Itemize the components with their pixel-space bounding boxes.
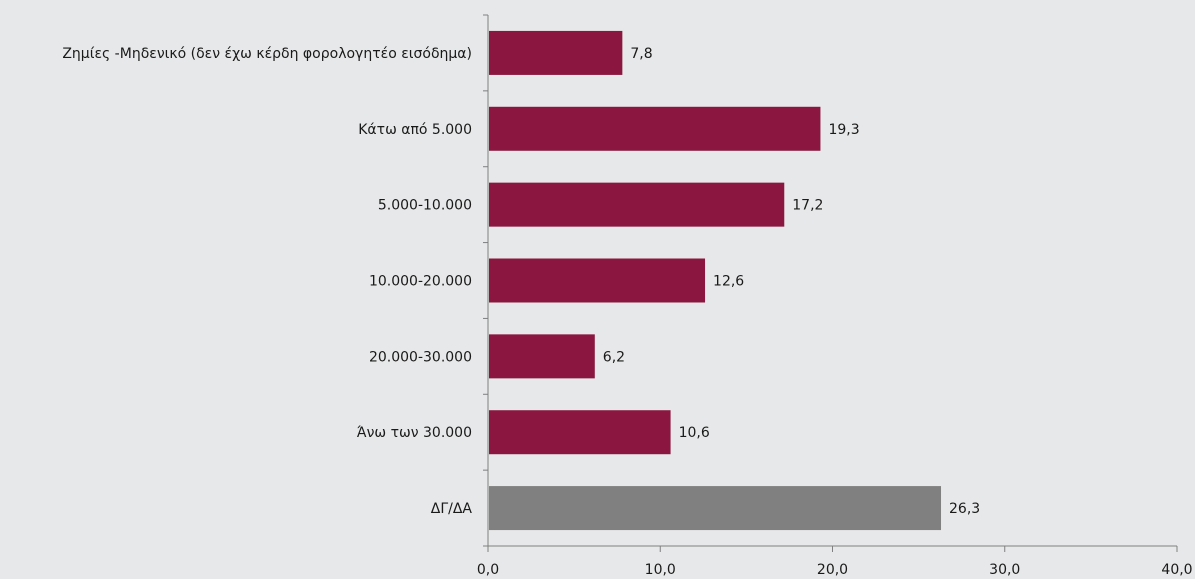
category-label: 20.000-30.000 (369, 349, 472, 365)
value-label: 7,8 (630, 46, 652, 62)
value-label: 10,6 (679, 425, 710, 441)
category-labels: Ζημίες -Μηδενικό (δεν έχω κέρδη φορολογη… (62, 46, 472, 517)
bar (489, 486, 942, 531)
bars (489, 30, 942, 531)
value-labels: 7,8 19,3 17,2 12,6 6,2 10,6 26,3 (603, 46, 980, 517)
bar (489, 30, 623, 75)
value-label: 17,2 (792, 198, 823, 214)
x-tick-label: 0,0 (477, 562, 499, 578)
x-tick-label: 40,0 (1161, 562, 1192, 578)
value-label: 12,6 (713, 274, 744, 290)
x-tick-labels: 0,0 10,0 20,0 30,0 40,0 (477, 562, 1193, 578)
category-label: 5.000-10.000 (378, 198, 472, 214)
value-label: 6,2 (603, 349, 625, 365)
category-label: Κάτω από 5.000 (358, 122, 472, 138)
bar (489, 258, 706, 303)
bar (489, 410, 671, 455)
category-label: 10.000-20.000 (369, 274, 472, 290)
value-label: 26,3 (949, 501, 980, 517)
bar (489, 106, 821, 151)
x-tick-label: 20,0 (817, 562, 848, 578)
bar (489, 334, 595, 379)
category-label: Ζημίες -Μηδενικό (δεν έχω κέρδη φορολογη… (62, 46, 472, 62)
value-label: 19,3 (828, 122, 859, 138)
axes (483, 14, 1178, 552)
category-label: Άνω των 30.000 (357, 425, 472, 441)
category-label: ΔΓ/ΔΑ (431, 501, 473, 517)
bar (489, 182, 785, 227)
x-tick-label: 30,0 (989, 562, 1020, 578)
x-tick-label: 10,0 (645, 562, 676, 578)
